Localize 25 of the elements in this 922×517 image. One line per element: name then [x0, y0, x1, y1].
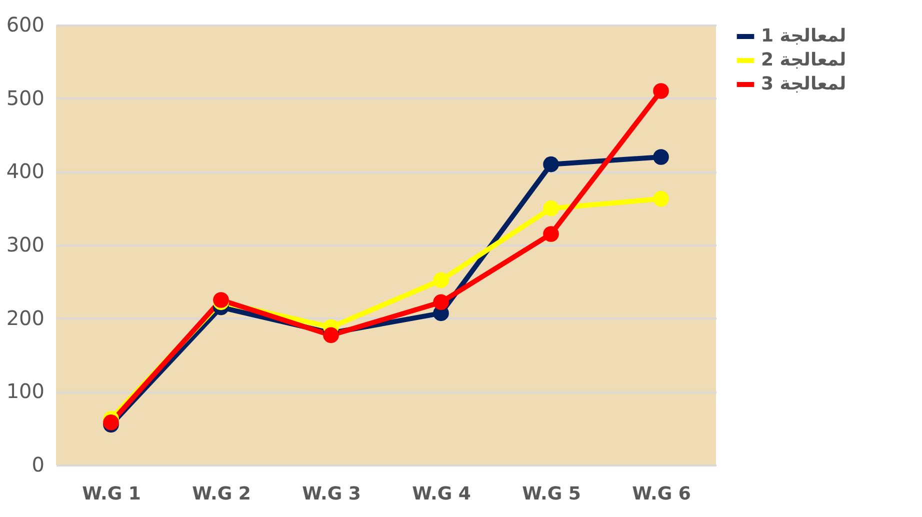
x-tick-label: W.G 6	[632, 484, 691, 504]
point	[433, 294, 449, 310]
point	[543, 156, 559, 172]
legend-label: لمعالجة 2	[761, 50, 846, 70]
y-tick-label: 500	[6, 86, 44, 110]
x-tick-label: W.G 3	[302, 484, 361, 504]
y-tick-label: 0	[32, 452, 44, 476]
y-tick-label: 600	[6, 12, 44, 36]
x-tick-label: W.G 5	[522, 484, 581, 504]
point	[543, 200, 559, 216]
point	[653, 83, 669, 99]
y-tick-label: 300	[6, 232, 44, 256]
point	[323, 327, 339, 344]
point	[653, 149, 669, 165]
legend-label: لمعالجة 1	[761, 26, 846, 46]
point	[653, 190, 669, 207]
x-tick-label: W.G 4	[412, 484, 471, 504]
x-tick-label: W.G 2	[192, 484, 251, 504]
y-tick-label: 400	[6, 159, 44, 184]
legend-label: لمعالجة 3	[761, 74, 846, 94]
point	[433, 272, 449, 288]
x-tick-label: W.G 1	[82, 484, 141, 504]
y-tick-label: 200	[6, 306, 44, 330]
point	[543, 226, 559, 242]
y-tick-label: 100	[6, 379, 44, 404]
